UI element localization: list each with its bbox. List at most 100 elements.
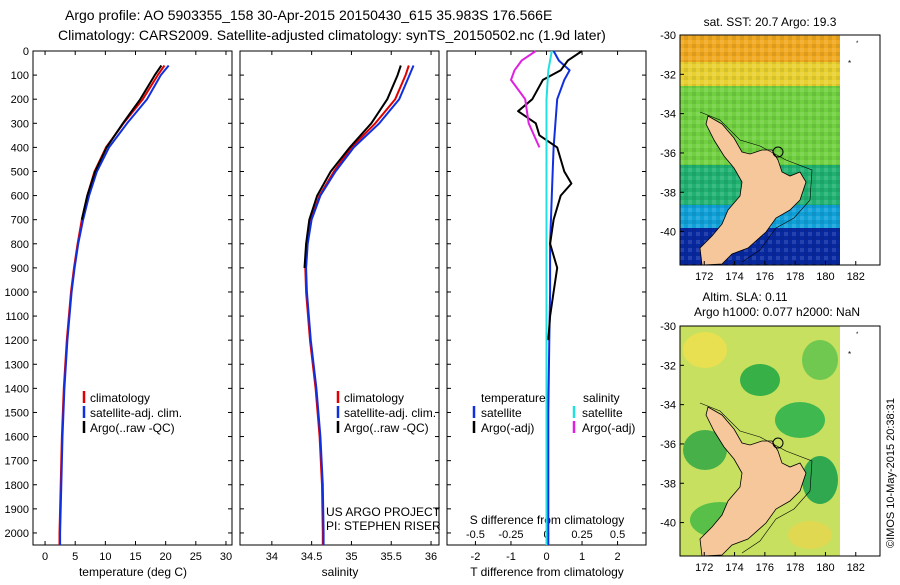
figure-title-line2: Climatology: CARS2009. Satellite-adjuste… — [58, 27, 606, 43]
x-tick-label: 35.5 — [381, 551, 402, 563]
lon-tick-label: 172 — [695, 562, 713, 574]
salinity-legend: climatology satellite-adj. clim. Argo(..… — [336, 391, 436, 435]
sla-float-position — [772, 437, 784, 449]
sst-north-island — [699, 115, 807, 265]
depth-tick-label: 500 — [11, 166, 29, 178]
sst-map-frame — [679, 34, 881, 266]
legend-t-satellite-label: satellite — [481, 406, 522, 420]
sla-map: * * — [679, 325, 881, 557]
sla-anomaly — [683, 332, 727, 368]
sla-anomaly — [802, 340, 838, 380]
legend-climatology-label: climatology — [344, 391, 404, 405]
s-diff-tick-label: -0.5 — [466, 529, 485, 541]
series-line-satellite-adj-clim- — [305, 65, 415, 545]
series-line-climatology — [304, 65, 410, 545]
sla-map-title-1: Altim. SLA: 0.11 — [702, 290, 787, 304]
sla-anomaly — [740, 364, 780, 396]
lat-tick-label: -36 — [660, 439, 676, 451]
temperature-legend: climatology satellite-adj. clim. Argo(..… — [82, 391, 182, 435]
sst-map-title: sat. SST: 20.7 Argo: 19.3 — [704, 15, 837, 29]
lat-tick-label: -40 — [660, 518, 676, 530]
sst-island-star: * — [848, 59, 851, 68]
lat-tick-label: -38 — [660, 187, 676, 199]
x-tick-label: 1 — [579, 551, 585, 563]
salinity-series — [303, 65, 415, 545]
depth-tick-label: 100 — [11, 70, 29, 82]
legend-satellite-label: satellite-adj. clim. — [90, 406, 182, 420]
legend-climatology-label: climatology — [90, 391, 150, 405]
lat-tick-label: -30 — [660, 30, 676, 42]
sst-float-position — [772, 146, 784, 158]
lon-tick-label: 182 — [847, 562, 865, 574]
sst-map: * * — [679, 34, 881, 266]
figure-title-line1: Argo profile: AO 5903355_158 30-Apr-2015… — [65, 7, 552, 23]
depth-axis: 0 100 200 300 400 500 600 700 800 900 1000 1100 1200… — [5, 46, 646, 540]
depth-tick-label: 1400 — [5, 383, 29, 395]
lat-tick-label: -32 — [660, 69, 676, 81]
series-line-climatology — [58, 64, 166, 545]
series-line-temperature-satellite — [547, 50, 571, 545]
lon-tick-label: 176 — [756, 562, 774, 574]
x-tick-label: 20 — [160, 551, 172, 563]
salinity-x-axis: 34 34.5 35 35.5 36 — [266, 51, 437, 563]
lon-tick-label: 174 — [725, 271, 743, 283]
lon-tick-label: 176 — [756, 271, 774, 283]
x-tick-label: 30 — [220, 551, 232, 563]
legend-argo-label: Argo(..raw -QC) — [344, 421, 429, 435]
sla-north-island — [699, 406, 807, 556]
depth-tick-label: 800 — [11, 239, 29, 251]
sla-island-star: * — [856, 332, 859, 338]
s-diff-tick-label: -0.25 — [498, 529, 523, 541]
series-line-argo-raw-qc- — [303, 65, 402, 268]
sla-map-frame — [679, 325, 881, 557]
difference-series — [510, 50, 583, 545]
depth-tick-label: 1000 — [5, 287, 29, 299]
depth-tick-label: 200 — [11, 94, 29, 106]
series-line-temperature-argo-adj- — [517, 50, 583, 341]
depth-tick-label: 0 — [23, 46, 29, 58]
sla-anomaly — [788, 521, 832, 549]
lon-tick-label: 178 — [786, 271, 804, 283]
temperature-series — [58, 64, 170, 545]
salinity-axis-label: salinity — [322, 565, 359, 579]
depth-tick-label: 1500 — [5, 407, 29, 419]
x-tick-label: 34 — [266, 551, 278, 563]
lon-tick-label: 172 — [695, 271, 713, 283]
sla-anomaly — [802, 456, 838, 504]
s-diff-tick-label: 0.25 — [571, 529, 592, 541]
lon-tick-label: 174 — [725, 562, 743, 574]
legend-satellite-label: satellite-adj. clim. — [344, 406, 436, 420]
lat-tick-label: -34 — [660, 109, 676, 121]
depth-tick-label: 600 — [11, 191, 29, 203]
depth-tick-label: 1300 — [5, 359, 29, 371]
legend-s-argo-label: Argo(-adj) — [582, 421, 635, 435]
depth-tick-label: 1700 — [5, 456, 29, 468]
depth-tick-label: 700 — [11, 215, 29, 227]
depth-tick-label: 900 — [11, 263, 29, 275]
x-tick-label: -1 — [506, 551, 516, 563]
x-tick-label: -2 — [471, 551, 481, 563]
depth-tick-label: 300 — [11, 118, 29, 130]
lat-tick-label: -40 — [660, 227, 676, 239]
legend-s-satellite-label: satellite — [582, 406, 623, 420]
legend-temperature-heading: temperature — [481, 391, 546, 405]
temperature-panel — [32, 50, 233, 546]
x-tick-label: 36 — [425, 551, 437, 563]
temperature-x-axis: 0 5 10 15 20 25 30 — [42, 51, 232, 563]
sst-white-margin — [840, 35, 880, 265]
sst-map-axes: -30 -32 -34 -36 -38 -40 172 174 176 178 180 182 — [660, 30, 865, 283]
x-tick-label: 34.5 — [301, 551, 322, 563]
lat-tick-label: -34 — [660, 400, 676, 412]
sst-island-star: * — [856, 41, 859, 47]
series-line-satellite-adj-clim- — [59, 64, 170, 545]
series-line-argo-raw-qc- — [80, 64, 163, 220]
sla-shelf-contour — [699, 402, 813, 554]
lon-tick-label: 180 — [816, 562, 834, 574]
lon-tick-label: 180 — [816, 271, 834, 283]
sla-anomaly — [775, 402, 825, 438]
series-line-salinity-satellite — [545, 50, 553, 545]
lat-tick-label: -32 — [660, 360, 676, 372]
depth-tick-label: 1900 — [5, 504, 29, 516]
lat-tick-label: -30 — [660, 321, 676, 333]
project-pi: PI: STEPHEN RISER — [326, 519, 441, 533]
